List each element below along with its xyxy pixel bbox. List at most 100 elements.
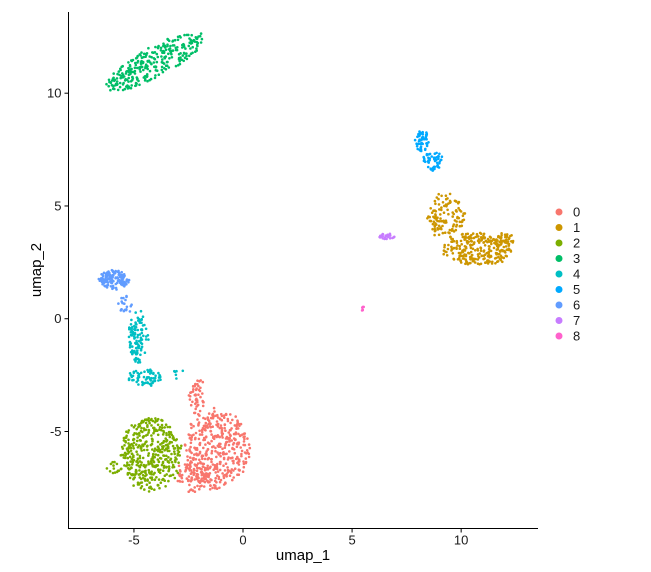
data-point xyxy=(507,242,511,246)
data-point xyxy=(168,435,172,439)
data-point xyxy=(215,481,218,484)
y-tick-label: 10 xyxy=(47,86,61,101)
data-point xyxy=(152,473,155,476)
data-point xyxy=(154,374,157,378)
data-point xyxy=(140,56,144,59)
data-point xyxy=(156,55,160,59)
data-point xyxy=(168,425,172,429)
data-point xyxy=(101,276,104,280)
data-point xyxy=(162,431,166,434)
data-point xyxy=(140,318,143,322)
data-point xyxy=(237,459,241,463)
data-point xyxy=(476,258,480,261)
data-point xyxy=(210,478,213,482)
data-point xyxy=(430,155,434,158)
data-point xyxy=(145,483,149,487)
data-point xyxy=(161,469,165,473)
data-point xyxy=(443,231,447,234)
data-point xyxy=(441,224,444,228)
data-point xyxy=(198,429,201,433)
data-point xyxy=(247,452,251,456)
data-point xyxy=(419,145,423,149)
data-point xyxy=(211,463,215,466)
data-point xyxy=(134,369,138,373)
data-point xyxy=(215,423,218,427)
data-point xyxy=(484,261,487,264)
data-point xyxy=(142,448,146,452)
data-point xyxy=(196,36,199,40)
data-point xyxy=(500,232,503,235)
data-point xyxy=(501,239,505,243)
data-point xyxy=(140,328,144,331)
data-point xyxy=(174,46,178,50)
x-tick-label: 5 xyxy=(348,533,355,548)
data-point xyxy=(151,448,154,451)
data-point xyxy=(201,380,205,384)
y-axis-title: umap_2 xyxy=(28,243,45,297)
data-point xyxy=(147,454,150,457)
data-point xyxy=(360,309,364,312)
data-point xyxy=(144,338,148,341)
data-point xyxy=(152,61,156,64)
legend-key xyxy=(555,332,563,340)
legend-label: 3 xyxy=(573,251,580,266)
data-point xyxy=(164,447,168,450)
data-point xyxy=(163,449,166,452)
data-point xyxy=(118,275,122,279)
data-point xyxy=(216,416,220,419)
data-point xyxy=(127,61,130,64)
data-point xyxy=(144,55,147,58)
data-point xyxy=(468,255,472,259)
data-point xyxy=(125,464,128,468)
data-point xyxy=(144,434,148,437)
data-point xyxy=(127,80,130,83)
data-point xyxy=(152,57,156,60)
data-point xyxy=(443,204,446,208)
data-point xyxy=(218,480,222,484)
data-point xyxy=(482,241,486,244)
data-point xyxy=(173,450,176,453)
data-point xyxy=(107,277,110,280)
data-point xyxy=(441,231,445,235)
data-point xyxy=(198,433,202,436)
data-point xyxy=(487,252,490,255)
data-point xyxy=(492,246,496,250)
data-point xyxy=(192,467,196,471)
data-point xyxy=(495,248,499,251)
data-point xyxy=(123,451,127,455)
data-point xyxy=(111,460,114,464)
data-point xyxy=(220,418,224,422)
data-point xyxy=(209,465,212,469)
data-point xyxy=(469,246,473,250)
data-point xyxy=(236,419,239,423)
data-point xyxy=(183,33,186,37)
data-point xyxy=(221,447,224,451)
data-point xyxy=(459,254,463,258)
data-point xyxy=(150,424,153,427)
data-point xyxy=(139,61,143,64)
data-point xyxy=(150,434,153,437)
data-point xyxy=(477,256,481,259)
data-point xyxy=(183,52,186,55)
data-point xyxy=(164,48,168,52)
data-point xyxy=(189,403,193,407)
data-point xyxy=(134,63,138,67)
data-point xyxy=(153,76,157,80)
data-point xyxy=(171,39,175,42)
data-point xyxy=(501,260,504,264)
data-point xyxy=(160,423,164,427)
data-point xyxy=(198,441,202,445)
data-point xyxy=(240,452,243,456)
data-point xyxy=(102,271,106,275)
data-point xyxy=(437,233,441,237)
data-point xyxy=(226,458,230,461)
data-point xyxy=(144,474,147,478)
data-point xyxy=(150,457,153,461)
data-point xyxy=(171,44,175,47)
data-point xyxy=(198,480,201,483)
data-point xyxy=(189,472,193,476)
data-point xyxy=(133,351,136,354)
data-point xyxy=(150,487,153,491)
data-point xyxy=(146,381,149,384)
data-point xyxy=(230,468,234,471)
